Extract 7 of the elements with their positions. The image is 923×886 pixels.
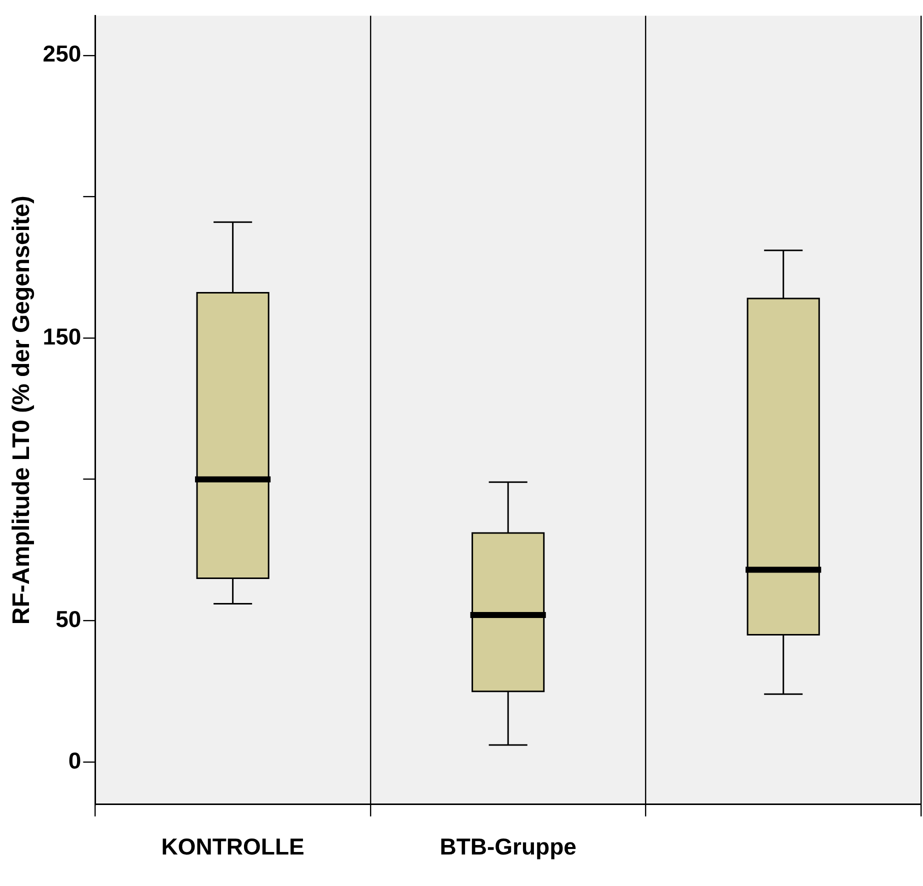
x-tick-label: KONTROLLE [161, 834, 304, 860]
y-tick-label: 50 [56, 606, 82, 632]
y-tick-label: 150 [42, 323, 82, 350]
x-tick-label: BTB-Gruppe [440, 834, 576, 860]
y-tick-label: 0 [68, 747, 82, 774]
y-tick-label: 250 [42, 40, 82, 67]
y-axis-title: RF-Amplitude LT0 (% der Gegenseite) [8, 196, 36, 625]
